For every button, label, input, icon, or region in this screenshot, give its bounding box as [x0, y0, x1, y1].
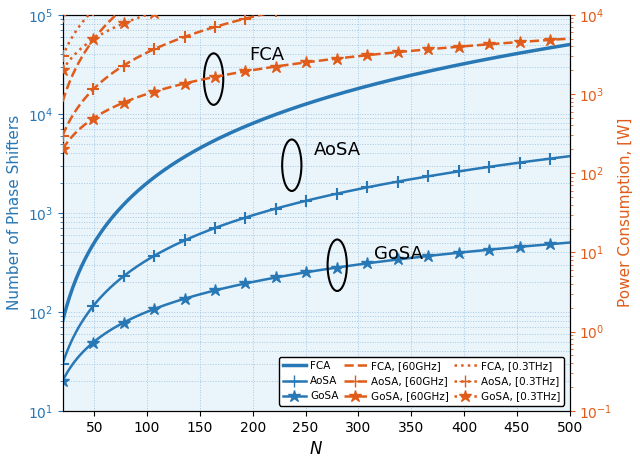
Legend: FCA, AoSA, GoSA, FCA, [60GHz], AoSA, [60GHz], GoSA, [60GHz], FCA, [0.3THz], AoSA: FCA, AoSA, GoSA, FCA, [60GHz], AoSA, [60…: [278, 357, 564, 405]
Y-axis label: Number of Phase Shifters: Number of Phase Shifters: [7, 115, 22, 310]
Text: FCA: FCA: [250, 46, 285, 64]
Text: GoSA: GoSA: [374, 245, 423, 263]
Text: AoSA: AoSA: [314, 141, 361, 159]
Y-axis label: Power Consumption, [W]: Power Consumption, [W]: [618, 118, 633, 307]
X-axis label: $N$: $N$: [309, 440, 323, 458]
